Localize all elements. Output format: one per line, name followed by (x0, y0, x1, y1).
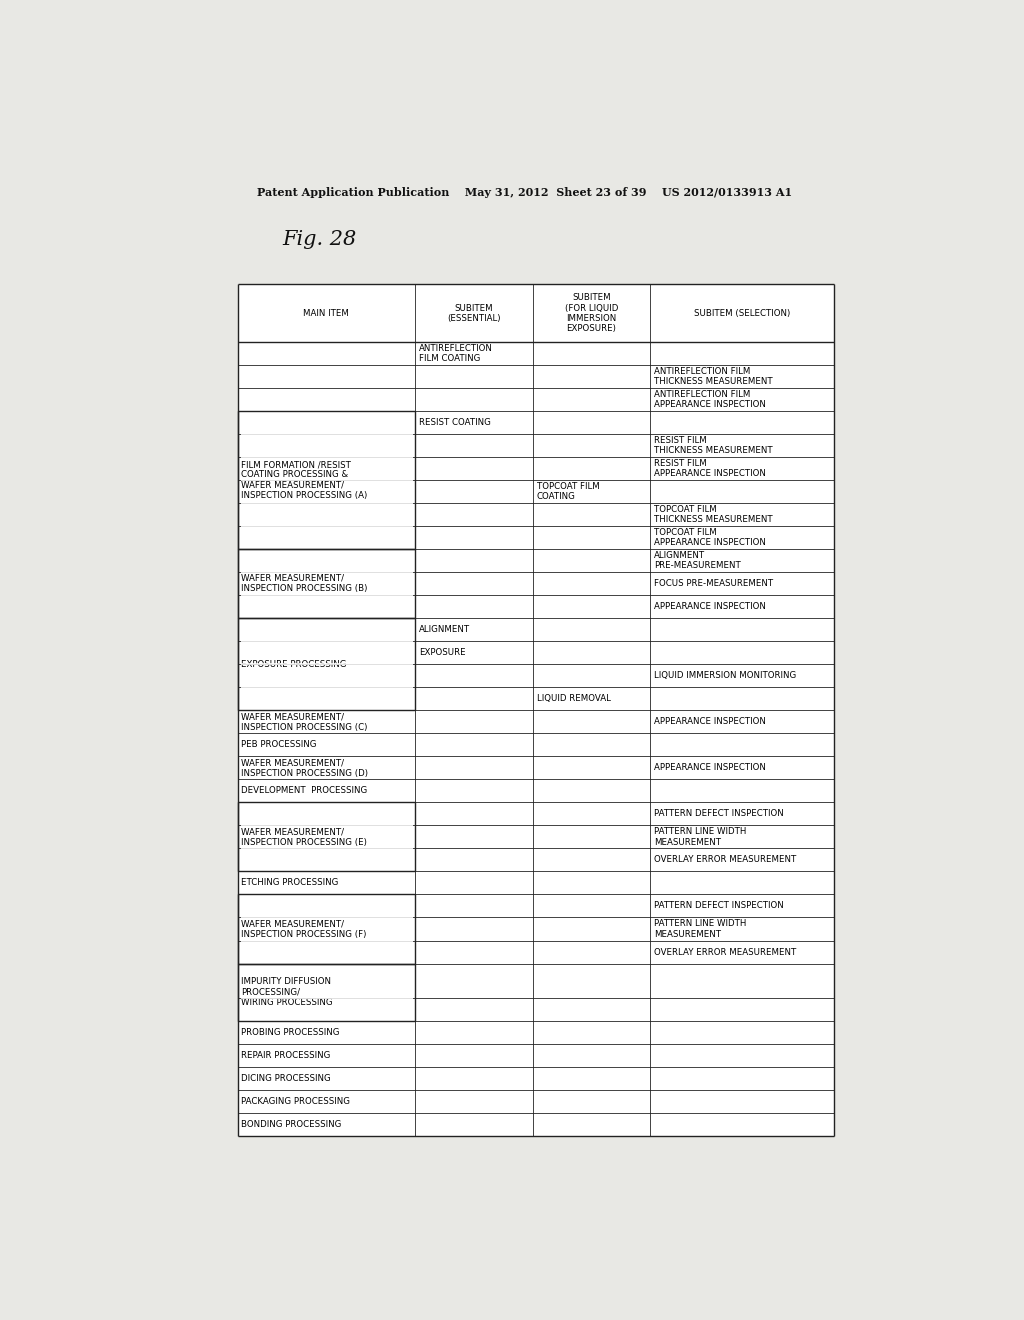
Text: MAIN ITEM: MAIN ITEM (303, 309, 349, 318)
Text: EXPOSURE: EXPOSURE (419, 648, 466, 657)
Text: TOPCOAT FILM
COATING: TOPCOAT FILM COATING (537, 482, 599, 502)
Text: OVERLAY ERROR MEASUREMENT: OVERLAY ERROR MEASUREMENT (654, 948, 796, 957)
Text: BONDING PROCESSING: BONDING PROCESSING (242, 1121, 342, 1129)
Text: Patent Application Publication    May 31, 2012  Sheet 23 of 39    US 2012/013391: Patent Application Publication May 31, 2… (257, 187, 793, 198)
Text: WAFER MEASUREMENT/
INSPECTION PROCESSING (C): WAFER MEASUREMENT/ INSPECTION PROCESSING… (242, 711, 368, 731)
Text: RESIST COATING: RESIST COATING (419, 418, 492, 428)
Text: ALIGNMENT
PRE-MEASUREMENT: ALIGNMENT PRE-MEASUREMENT (654, 550, 740, 570)
Text: FILM FORMATION /RESIST
COATING PROCESSING &
WAFER MEASUREMENT/
INSPECTION PROCES: FILM FORMATION /RESIST COATING PROCESSIN… (242, 459, 368, 500)
Text: LIQUID IMMERSION MONITORING: LIQUID IMMERSION MONITORING (654, 672, 796, 680)
Bar (238, 895, 415, 964)
Text: DEVELOPMENT  PROCESSING: DEVELOPMENT PROCESSING (242, 787, 368, 796)
Text: Fig. 28: Fig. 28 (283, 230, 357, 248)
Text: EXPOSURE PROCESSING: EXPOSURE PROCESSING (242, 660, 347, 669)
Bar (238, 549, 415, 618)
Text: REPAIR PROCESSING: REPAIR PROCESSING (242, 1051, 331, 1060)
Text: RESIST FILM
THICKNESS MEASUREMENT: RESIST FILM THICKNESS MEASUREMENT (654, 436, 772, 455)
Text: PROBING PROCESSING: PROBING PROCESSING (242, 1028, 340, 1038)
Text: TOPCOAT FILM
THICKNESS MEASUREMENT: TOPCOAT FILM THICKNESS MEASUREMENT (654, 506, 772, 524)
Text: APPEARANCE INSPECTION: APPEARANCE INSPECTION (654, 717, 766, 726)
Text: ALIGNMENT: ALIGNMENT (419, 626, 470, 634)
Bar (238, 964, 415, 1022)
Text: PEB PROCESSING: PEB PROCESSING (242, 741, 317, 750)
Text: TOPCOAT FILM
APPEARANCE INSPECTION: TOPCOAT FILM APPEARANCE INSPECTION (654, 528, 766, 548)
Text: WAFER MEASUREMENT/
INSPECTION PROCESSING (B): WAFER MEASUREMENT/ INSPECTION PROCESSING… (242, 574, 368, 594)
Text: DICING PROCESSING: DICING PROCESSING (242, 1074, 331, 1084)
Text: PATTERN DEFECT INSPECTION: PATTERN DEFECT INSPECTION (654, 809, 783, 818)
Text: SUBITEM
(FOR LIQUID
IMMERSION
EXPOSURE): SUBITEM (FOR LIQUID IMMERSION EXPOSURE) (564, 293, 617, 334)
Text: PACKAGING PROCESSING: PACKAGING PROCESSING (242, 1097, 350, 1106)
Text: WAFER MEASUREMENT/
INSPECTION PROCESSING (E): WAFER MEASUREMENT/ INSPECTION PROCESSING… (242, 828, 368, 846)
Text: ETCHING PROCESSING: ETCHING PROCESSING (242, 878, 339, 887)
Text: ANTIREFLECTION FILM
APPEARANCE INSPECTION: ANTIREFLECTION FILM APPEARANCE INSPECTIO… (654, 389, 766, 409)
Text: WAFER MEASUREMENT/
INSPECTION PROCESSING (D): WAFER MEASUREMENT/ INSPECTION PROCESSING… (242, 758, 369, 777)
Text: IMPURITY DIFFUSION
PROCESSING/
WIRING PROCESSING: IMPURITY DIFFUSION PROCESSING/ WIRING PR… (242, 977, 333, 1007)
Text: PATTERN DEFECT INSPECTION: PATTERN DEFECT INSPECTION (654, 902, 783, 911)
Text: ANTIREFLECTION FILM
THICKNESS MEASUREMENT: ANTIREFLECTION FILM THICKNESS MEASUREMEN… (654, 367, 772, 387)
Bar (238, 803, 415, 871)
Text: PATTERN LINE WIDTH
MEASUREMENT: PATTERN LINE WIDTH MEASUREMENT (654, 828, 746, 846)
Text: SUBITEM
(ESSENTIAL): SUBITEM (ESSENTIAL) (447, 304, 501, 323)
Text: WAFER MEASUREMENT/
INSPECTION PROCESSING (F): WAFER MEASUREMENT/ INSPECTION PROCESSING… (242, 919, 367, 939)
Text: SUBITEM (SELECTION): SUBITEM (SELECTION) (694, 309, 791, 318)
Text: ANTIREFLECTION
FILM COATING: ANTIREFLECTION FILM COATING (419, 343, 493, 363)
Text: PATTERN LINE WIDTH
MEASUREMENT: PATTERN LINE WIDTH MEASUREMENT (654, 919, 746, 939)
Bar (238, 284, 835, 1137)
Text: RESIST FILM
APPEARANCE INSPECTION: RESIST FILM APPEARANCE INSPECTION (654, 459, 766, 478)
Text: LIQUID REMOVAL: LIQUID REMOVAL (537, 694, 610, 704)
Text: OVERLAY ERROR MEASUREMENT: OVERLAY ERROR MEASUREMENT (654, 855, 796, 865)
Text: APPEARANCE INSPECTION: APPEARANCE INSPECTION (654, 763, 766, 772)
Bar (238, 411, 415, 549)
Text: FOCUS PRE-MEASUREMENT: FOCUS PRE-MEASUREMENT (654, 579, 773, 589)
Text: APPEARANCE INSPECTION: APPEARANCE INSPECTION (654, 602, 766, 611)
Bar (238, 618, 415, 710)
